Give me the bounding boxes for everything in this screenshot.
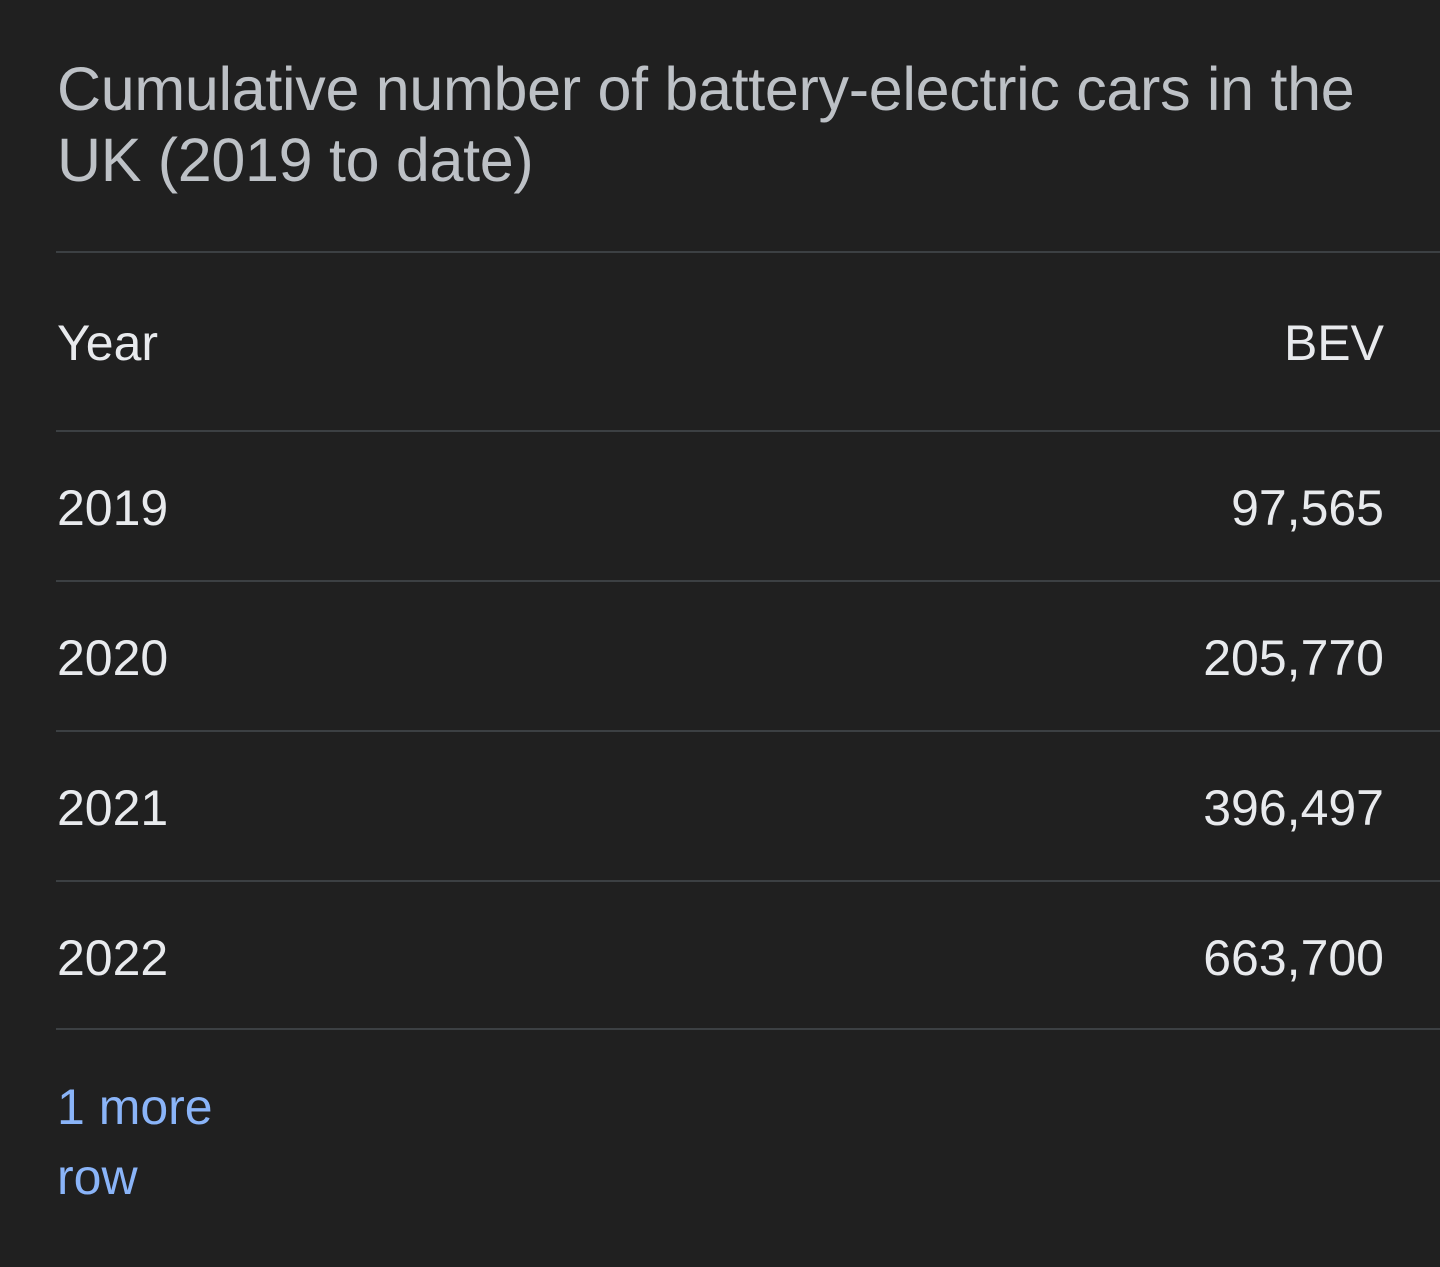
year-cell: 2022: [57, 930, 169, 986]
table-row: 2022 663,700: [56, 880, 1440, 1030]
more-rows-link[interactable]: 1 more row: [57, 1079, 213, 1205]
table-row: 2020 205,770: [56, 580, 1440, 730]
year-cell: 2021: [57, 780, 169, 836]
table-row: 2021 396,497: [56, 730, 1440, 880]
column-header-year: Year: [57, 315, 159, 371]
year-cell: 2020: [57, 630, 169, 686]
bev-cell: 97,565: [1231, 480, 1384, 536]
table-row: 2019 97,565: [56, 430, 1440, 580]
column-header-bev: BEV: [1283, 315, 1384, 371]
bev-cell: 396,497: [1203, 780, 1384, 836]
year-cell: 2019: [57, 480, 169, 536]
table-header-row: Year BEV: [56, 251, 1440, 430]
bev-cell: 205,770: [1203, 630, 1384, 686]
data-table: Year BEV 2019 97,565 2020 205,770 2021 3…: [56, 251, 1440, 1030]
bev-cell: 663,700: [1203, 930, 1384, 986]
table-title: Cumulative number of battery-electric ca…: [57, 55, 1355, 194]
